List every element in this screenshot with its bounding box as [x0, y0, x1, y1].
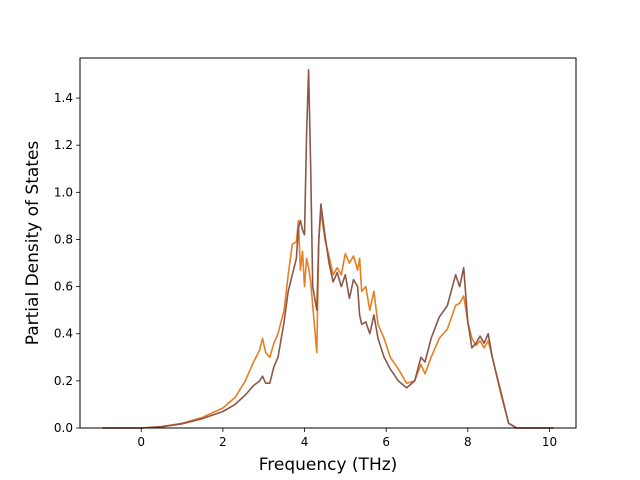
y-ticks: 0.0 0.2 0.4 0.6 0.8 1.0 1.2 1.4	[54, 91, 80, 435]
x-tick-label: 10	[542, 435, 557, 449]
axes-background	[80, 58, 576, 428]
y-axis-label: Partial Density of States	[23, 141, 43, 346]
x-tick-label: 8	[464, 435, 472, 449]
x-tick-label: 6	[382, 435, 390, 449]
y-tick-label: 0.8	[54, 232, 73, 246]
y-tick-label: 1.2	[54, 138, 73, 152]
y-tick-label: 1.0	[54, 185, 73, 199]
x-tick-label: 0	[137, 435, 145, 449]
series-layer	[102, 69, 554, 429]
x-axis-label: Frequency (THz)	[259, 455, 398, 475]
series-line-1	[102, 210, 554, 429]
axes-frame	[79, 57, 577, 429]
plot-area: 0 2 4 6 8 10 0.0 0.2 0.4 0.6 0.8 1.0 1.2 1.4	[54, 57, 577, 449]
x-tick-label: 2	[219, 435, 227, 449]
x-ticks: 0 2 4 6 8 10	[137, 428, 557, 449]
y-tick-label: 0.6	[54, 280, 73, 294]
y-tick-label: 0.0	[54, 421, 73, 435]
y-tick-label: 0.2	[54, 374, 73, 388]
y-tick-label: 1.4	[54, 91, 73, 105]
y-tick-label: 0.4	[54, 327, 73, 341]
series-line-2	[102, 69, 554, 429]
x-tick-label: 4	[301, 435, 309, 449]
